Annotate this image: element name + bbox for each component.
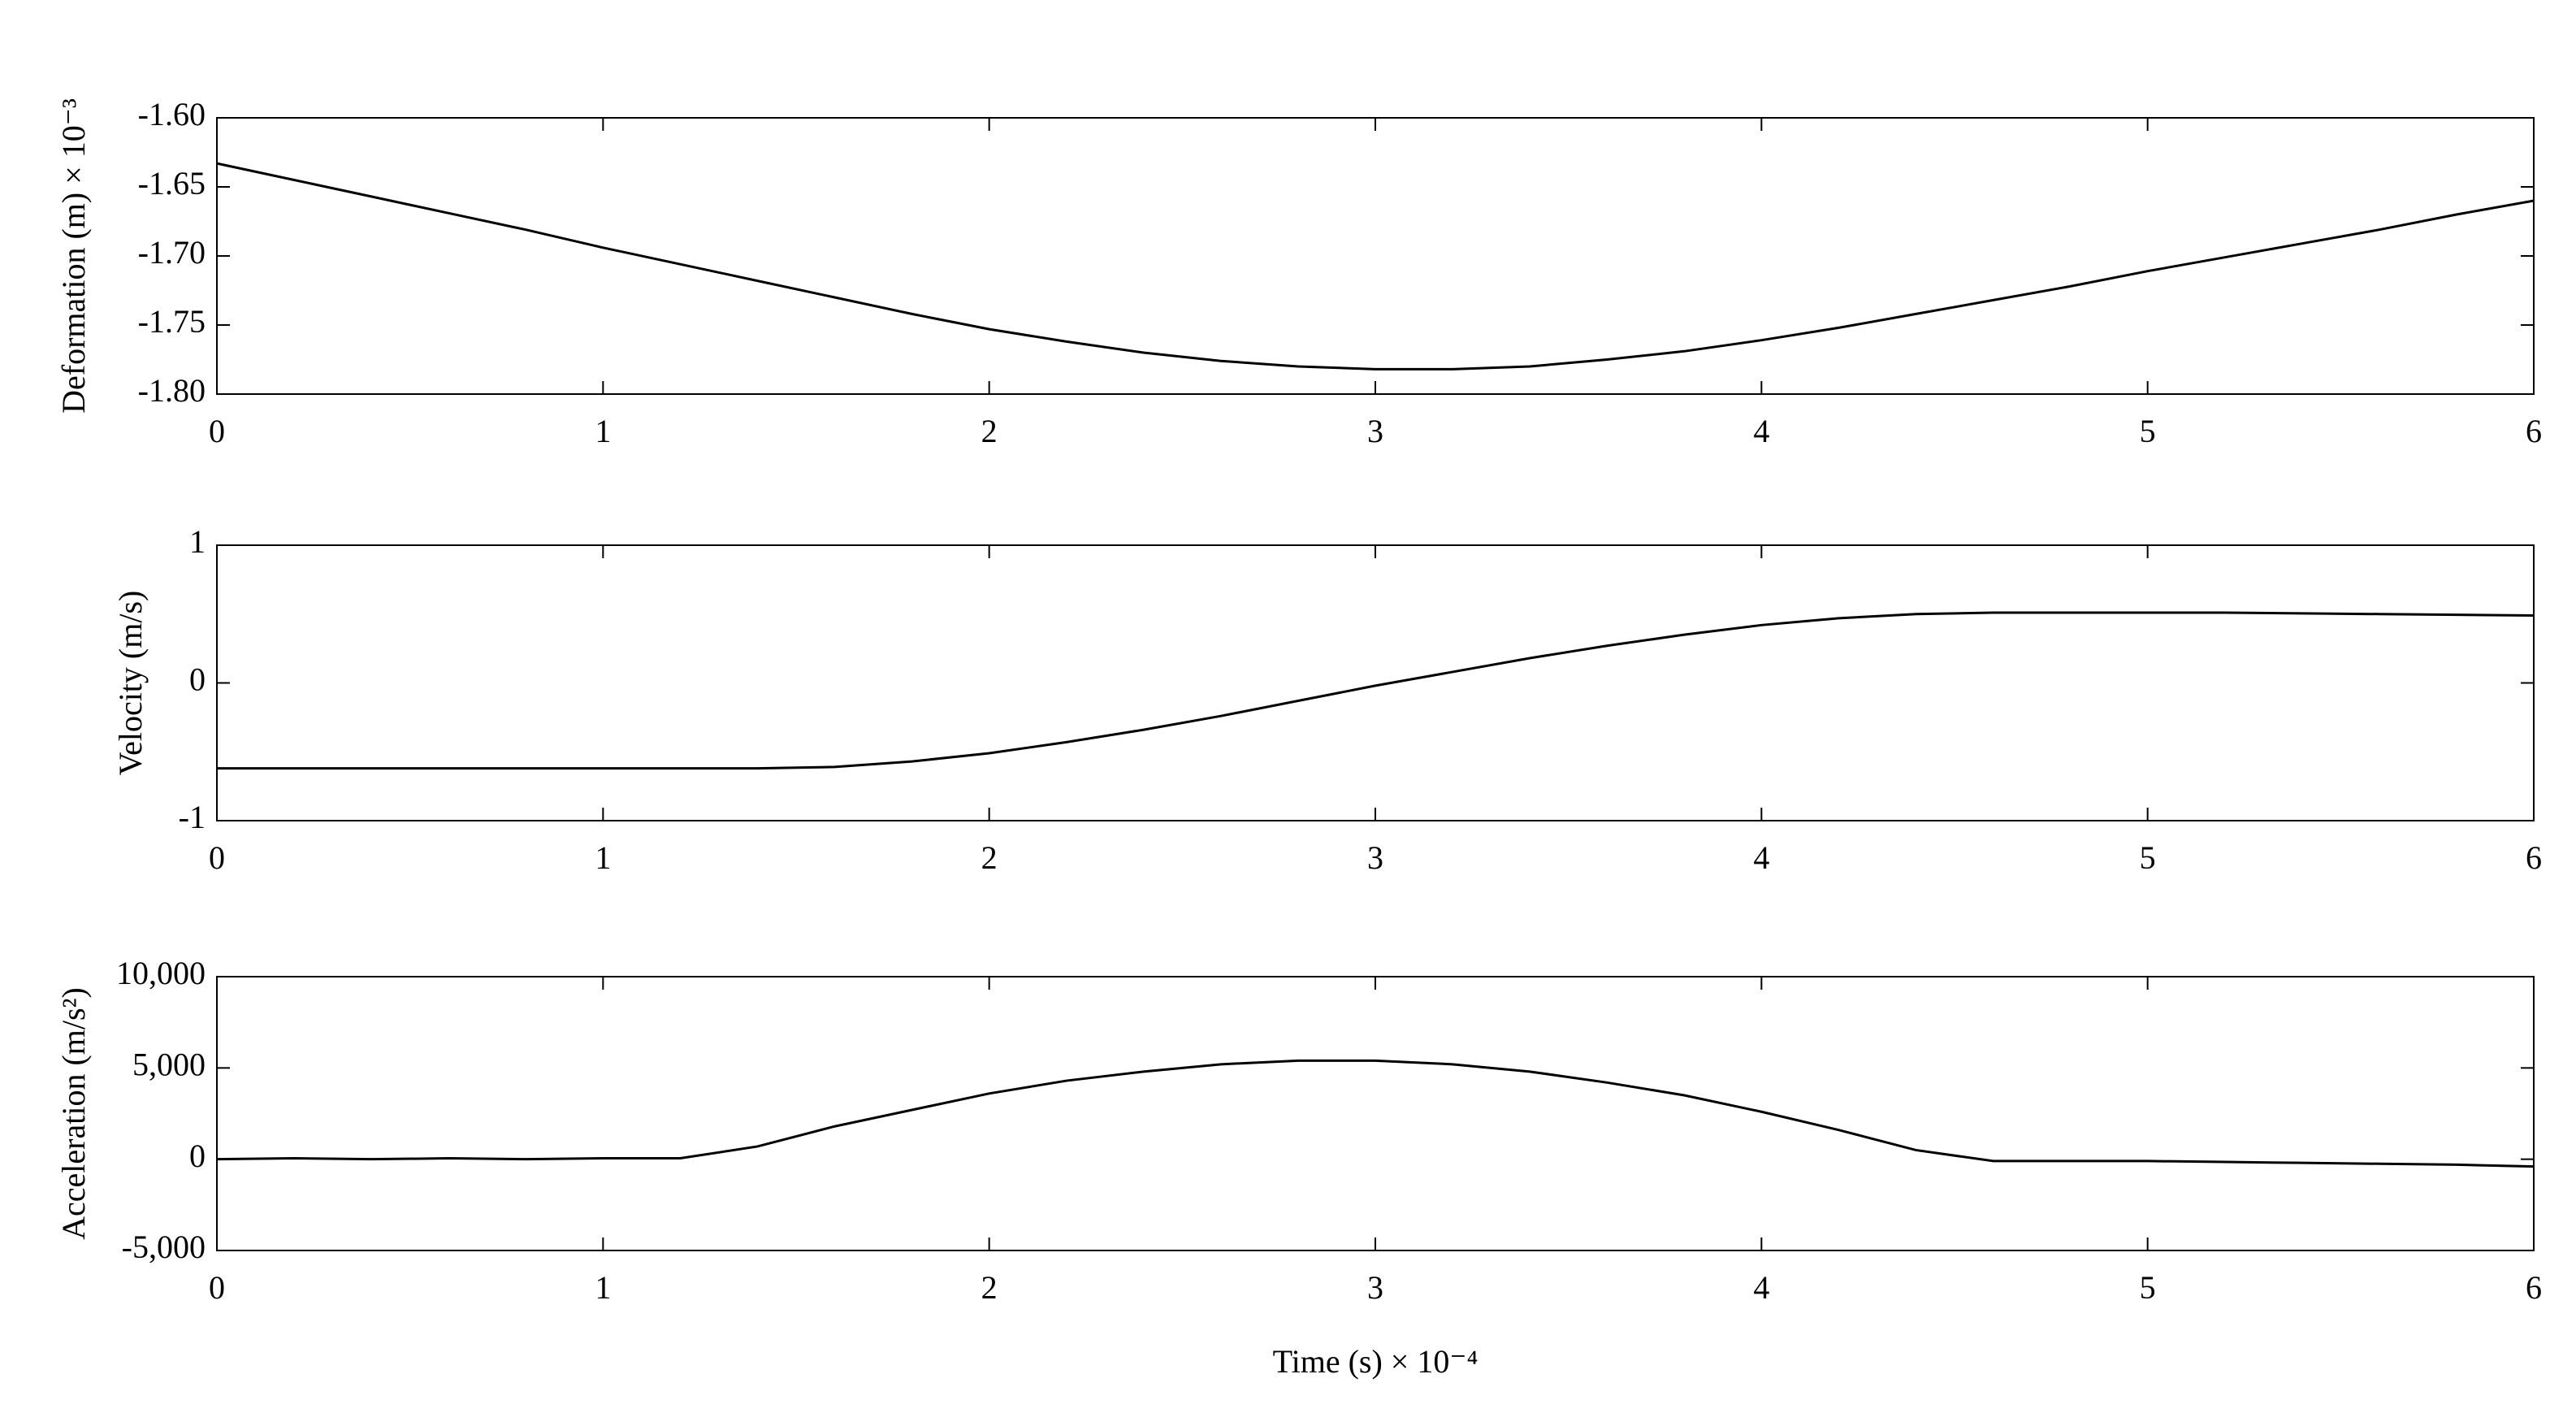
- y-tick-label: -1: [179, 799, 206, 835]
- y-tick-label: -5,000: [122, 1229, 206, 1265]
- y-tick-label: 1: [189, 523, 206, 560]
- x-tick-label: 1: [595, 839, 611, 876]
- x-tick-label: 3: [1367, 413, 1383, 449]
- y-tick-label: 0: [189, 1138, 206, 1174]
- x-tick-label: 6: [2526, 413, 2542, 449]
- y-tick-label: -1.65: [138, 165, 206, 202]
- y-axis-label: Deformation (m) × 10⁻³: [55, 98, 92, 414]
- y-tick-label: 10,000: [116, 955, 206, 991]
- x-tick-label: 0: [209, 413, 225, 449]
- data-line: [216, 162, 2535, 371]
- x-tick-label: 3: [1367, 839, 1383, 876]
- plot-frame: [216, 976, 2535, 1251]
- y-tick-label: -1.75: [138, 303, 206, 340]
- x-tick-label: 2: [981, 413, 998, 449]
- y-tick-label: 0: [189, 661, 206, 698]
- plot-frame: [216, 544, 2535, 821]
- y-tick-label: -1.80: [138, 372, 206, 409]
- x-tick-label: 5: [2140, 1269, 2156, 1306]
- x-tick-label: 0: [209, 1269, 225, 1306]
- y-axis-label: Acceleration (m/s²): [55, 987, 92, 1240]
- x-tick-label: 5: [2140, 413, 2156, 449]
- y-axis-label: Velocity (m/s): [112, 591, 149, 776]
- x-tick-label: 6: [2526, 839, 2542, 876]
- data-line: [217, 611, 2535, 770]
- x-tick-label: 5: [2140, 839, 2156, 876]
- x-tick-label: 1: [595, 1269, 611, 1306]
- plot-frame: [216, 117, 2535, 395]
- y-tick-label: -1.70: [138, 234, 206, 271]
- x-tick-label: 6: [2526, 1269, 2542, 1306]
- data-line: [216, 1059, 2535, 1168]
- y-tick-label: 5,000: [132, 1047, 206, 1083]
- x-tick-label: 2: [981, 839, 998, 876]
- y-tick-label: -1.60: [138, 96, 206, 132]
- x-tick-label: 4: [1753, 839, 1769, 876]
- x-tick-label: 4: [1753, 413, 1769, 449]
- x-tick-label: 3: [1367, 1269, 1383, 1306]
- x-tick-label: 4: [1753, 1269, 1769, 1306]
- x-tick-label: 0: [209, 839, 225, 876]
- x-tick-label: 2: [981, 1269, 998, 1306]
- x-tick-label: 1: [595, 413, 611, 449]
- x-axis-label: Time (s) × 10⁻⁴: [1273, 1343, 1478, 1380]
